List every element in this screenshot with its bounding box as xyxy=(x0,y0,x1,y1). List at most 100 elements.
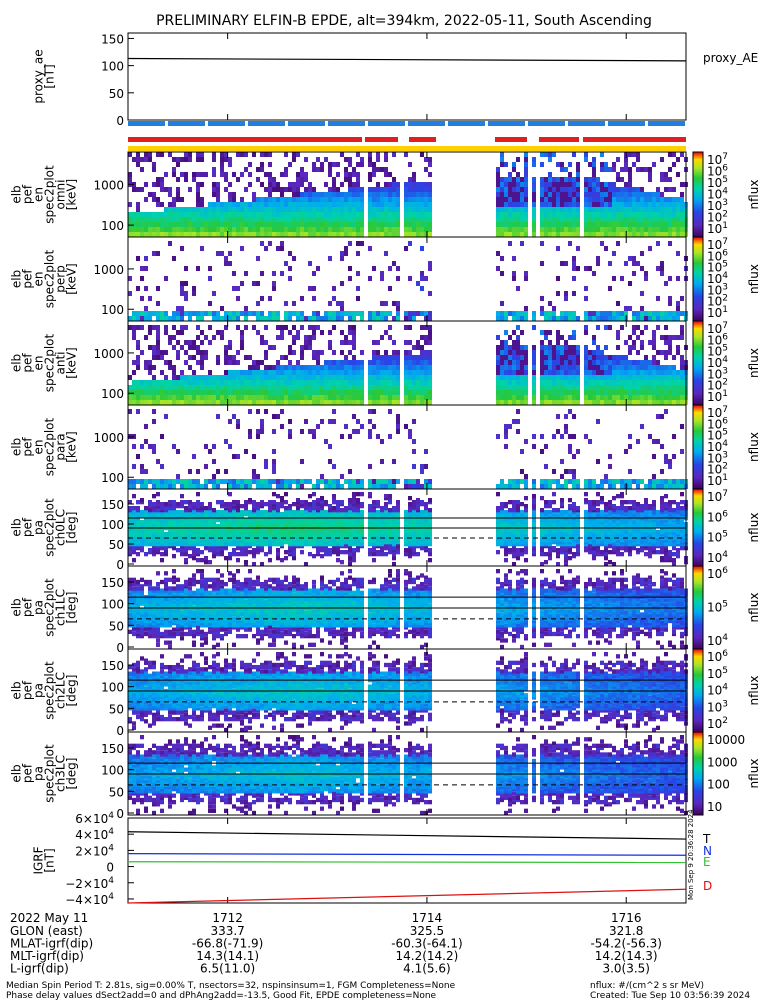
spectrogram-cell xyxy=(592,370,596,375)
spectrogram-cell xyxy=(676,157,680,162)
spectrogram-cell xyxy=(204,510,208,514)
spectrogram-cell xyxy=(140,520,144,524)
spectrogram-cell xyxy=(192,484,196,489)
spectrogram-cell xyxy=(596,227,600,232)
spectrogram-cell xyxy=(244,449,248,454)
spectrogram-cell xyxy=(388,409,392,414)
spectrogram-cell xyxy=(632,325,636,330)
spectrogram-cell xyxy=(324,390,328,395)
spectrogram-cell xyxy=(136,256,140,261)
spectrogram-cell xyxy=(348,266,352,271)
spectrogram-cell xyxy=(308,375,312,380)
spectrogram-cell xyxy=(320,192,324,197)
spectrogram-cell xyxy=(420,217,424,222)
spectrogram-cell xyxy=(572,434,576,439)
spectrogram-cell xyxy=(508,360,512,365)
spectrogram-cell xyxy=(200,217,204,222)
spectrogram-cell xyxy=(216,395,220,400)
spectrogram-cell xyxy=(412,395,416,400)
spectrogram-cell xyxy=(652,360,656,365)
spectrogram-cell xyxy=(368,212,372,217)
spectrogram-cell xyxy=(388,390,392,395)
spectrogram-cell xyxy=(616,187,620,192)
spectrogram-cell xyxy=(128,484,132,489)
spectrogram-cell xyxy=(496,400,500,405)
spectrogram-cell xyxy=(428,172,432,177)
spectrogram-cell xyxy=(664,325,668,330)
spectrogram-cell xyxy=(284,380,288,385)
spectrogram-cell xyxy=(240,172,244,177)
spectrogram-cell xyxy=(608,400,612,405)
spectrogram-cell xyxy=(584,370,588,375)
spectrogram-cell xyxy=(584,345,588,350)
spectrogram-cell xyxy=(308,316,312,321)
spectrogram-cell xyxy=(556,395,560,400)
spectrogram-cell xyxy=(556,390,560,395)
spectrogram-cell xyxy=(512,355,516,360)
spectrogram-cell xyxy=(640,306,644,311)
spectrogram-cell xyxy=(312,286,316,291)
spectrogram-cell xyxy=(160,484,164,489)
spectrogram-cell xyxy=(668,296,672,301)
spectrogram-cell xyxy=(656,479,660,484)
spectrogram-cell xyxy=(196,492,200,496)
spectrogram-cell xyxy=(560,182,564,187)
spectrogram-cell xyxy=(620,227,624,232)
spectrogram-cell xyxy=(680,232,684,237)
spectrogram-cell xyxy=(412,212,416,217)
spectrogram-cell xyxy=(352,479,356,484)
spectrogram-cell xyxy=(424,217,428,222)
spectrogram-cell xyxy=(628,187,632,192)
spectrogram-cell xyxy=(324,439,328,444)
spectrogram-cell xyxy=(368,325,372,330)
spectrogram-cell xyxy=(268,207,272,212)
spectrogram-cell xyxy=(236,385,240,390)
spectrogram-cell xyxy=(532,162,536,167)
spectrogram-cell xyxy=(396,400,400,405)
spectrogram-cell xyxy=(384,316,388,321)
spectrogram-cell xyxy=(396,227,400,232)
spectrogram-cell xyxy=(156,508,160,512)
spectrogram-cell xyxy=(176,227,180,232)
spectrogram-cell xyxy=(576,380,580,385)
spectrogram-cell xyxy=(584,479,588,484)
spectrogram-cell xyxy=(552,479,556,484)
spectrogram-cell xyxy=(660,375,664,380)
spectrogram-cell xyxy=(428,350,432,355)
spectrogram-cell xyxy=(208,311,212,316)
spectrogram-cell xyxy=(304,316,308,321)
spectrogram-cell xyxy=(232,311,236,316)
spectrogram-cell xyxy=(668,395,672,400)
spectrogram-cell xyxy=(540,311,544,316)
spectrogram-cell xyxy=(264,187,268,192)
spectrogram-cell xyxy=(276,335,280,340)
spectrogram-cell xyxy=(408,325,412,330)
spectrogram-cell xyxy=(656,484,660,489)
spectrogram-cell xyxy=(356,286,360,291)
spectrogram-cell xyxy=(616,330,620,335)
spectrogram-cell xyxy=(332,350,336,355)
spectrogram-cell xyxy=(228,207,232,212)
spectrogram-cell xyxy=(196,360,200,365)
spectrogram-cell xyxy=(608,464,612,469)
spectrogram-cell xyxy=(348,484,352,489)
spectrogram-cell xyxy=(416,217,420,222)
spectrogram-cell xyxy=(236,538,240,542)
spectrogram-cell xyxy=(376,157,380,162)
spectrogram-cell xyxy=(232,222,236,227)
ytick-label-proxy_ae-1: 100 xyxy=(101,60,124,74)
spectrogram-cell xyxy=(608,182,612,187)
spectrogram-cell xyxy=(284,227,288,232)
spectrogram-cell xyxy=(504,390,508,395)
spectrogram-cell xyxy=(556,365,560,370)
spectrogram-cell xyxy=(252,192,256,197)
spectrogram-cell xyxy=(420,187,424,192)
spectrogram-cell xyxy=(672,479,676,484)
spectrogram-cell xyxy=(276,316,280,321)
spectrogram-cell xyxy=(176,474,180,479)
spectrogram-cell xyxy=(316,424,320,429)
spectrogram-cell xyxy=(348,395,352,400)
spectrogram-cell xyxy=(268,345,272,350)
spectrogram-cell xyxy=(380,192,384,197)
spectrogram-cell xyxy=(632,370,636,375)
